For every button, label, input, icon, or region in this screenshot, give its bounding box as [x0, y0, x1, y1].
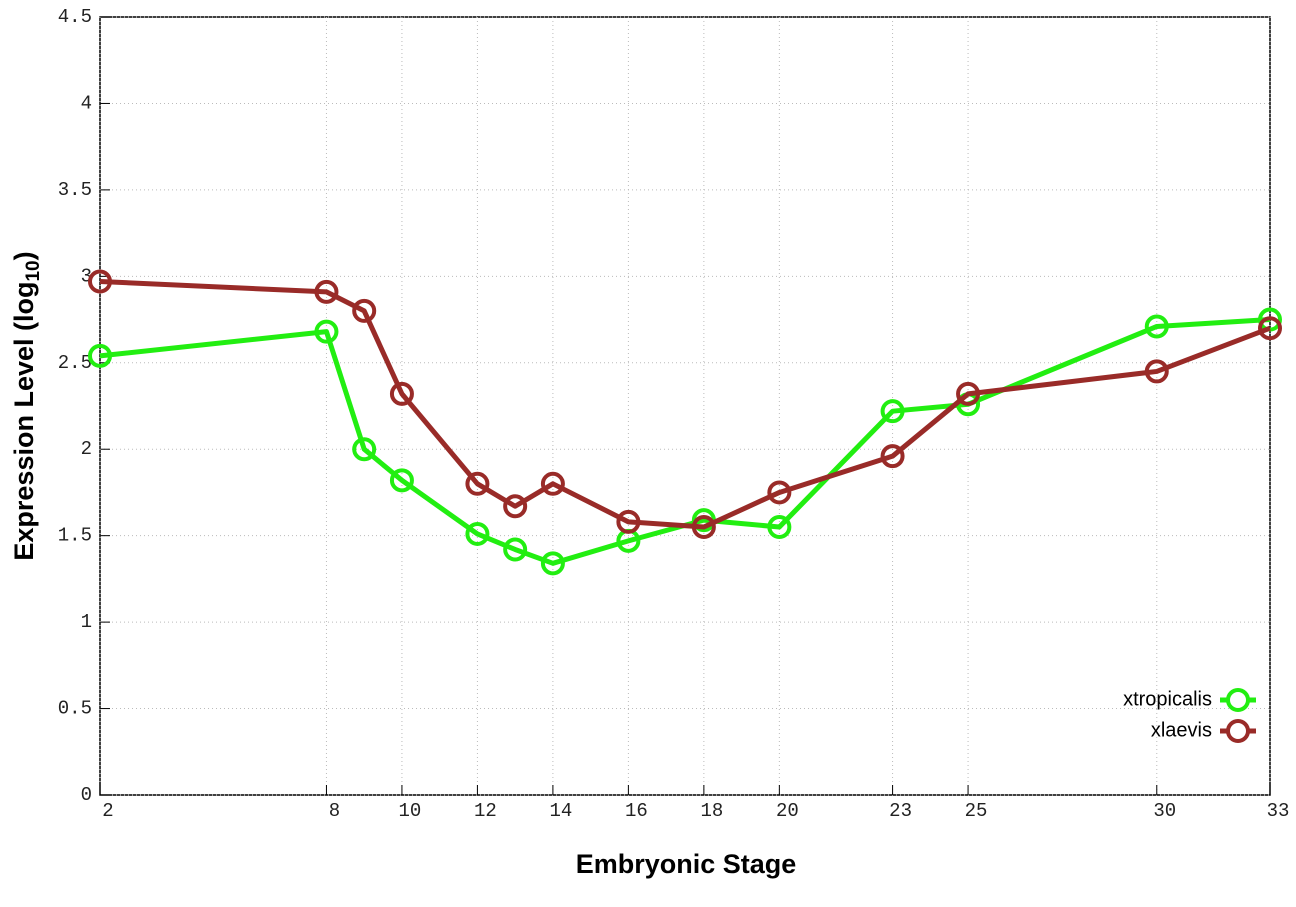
- x-tick-label: 2: [102, 800, 113, 822]
- y-axis-title: Expression Level (log10): [9, 251, 44, 560]
- data-point: [767, 480, 792, 505]
- series-line: [99, 279, 1271, 530]
- x-tick-label: 14: [549, 800, 572, 822]
- data-point: [616, 528, 641, 553]
- data-point: [352, 298, 377, 323]
- y-tick-label: 1.5: [58, 525, 92, 547]
- data-point: [314, 319, 339, 344]
- y-axis-title-sub: 10: [23, 260, 44, 281]
- data-point: [540, 471, 565, 496]
- x-tick-label: 18: [700, 800, 723, 822]
- y-tick-label: 3.5: [58, 179, 92, 201]
- legend-marker: [1226, 688, 1250, 712]
- y-tick-label: 4.5: [58, 6, 92, 28]
- legend-label: xlaevis: [1151, 719, 1212, 741]
- data-point: [314, 279, 339, 304]
- data-point: [389, 468, 414, 493]
- y-tick-label: 2.5: [58, 352, 92, 374]
- y-tick-label: 0: [81, 784, 92, 806]
- data-point: [465, 521, 490, 546]
- y-axis-title-main: Expression Level (log: [9, 282, 39, 561]
- data-point: [691, 515, 716, 540]
- x-tick-label: 8: [329, 800, 340, 822]
- data-point: [1144, 359, 1169, 384]
- data-point: [88, 343, 112, 368]
- x-tick-label: 20: [776, 800, 799, 822]
- data-point: [616, 509, 641, 534]
- x-tick-label: 10: [399, 800, 422, 822]
- x-tick-label: 23: [889, 800, 912, 822]
- data-point: [352, 437, 377, 462]
- data-point: [880, 444, 905, 469]
- data-point: [1144, 314, 1169, 339]
- x-tick-label: 25: [965, 800, 988, 822]
- data-point: [465, 471, 490, 496]
- plot-frame: [99, 16, 1271, 796]
- data-point: [389, 381, 414, 406]
- data-point: [880, 399, 905, 424]
- legend-label: xtropicalis: [1123, 688, 1212, 710]
- x-tick-label: 33: [1267, 800, 1290, 822]
- legend-marker: [1226, 719, 1250, 743]
- data-point: [540, 551, 565, 576]
- data-point: [503, 537, 528, 562]
- data-point: [1258, 316, 1282, 341]
- x-axis-title: Embryonic Stage: [576, 849, 797, 879]
- y-tick-label: 2: [81, 438, 92, 460]
- data-point: [503, 494, 528, 519]
- y-tick-label: 0.5: [58, 698, 92, 720]
- y-tick-label: 4: [81, 92, 92, 114]
- x-tick-label: 16: [625, 800, 648, 822]
- y-axis-title-end: ): [9, 251, 39, 260]
- x-tick-label: 12: [474, 800, 497, 822]
- data-point: [88, 269, 112, 294]
- y-tick-label: 3: [81, 265, 92, 287]
- y-tick-label: 1: [81, 611, 92, 633]
- data-point: [767, 515, 792, 540]
- x-tick-label: 30: [1153, 800, 1176, 822]
- data-point: [956, 381, 981, 406]
